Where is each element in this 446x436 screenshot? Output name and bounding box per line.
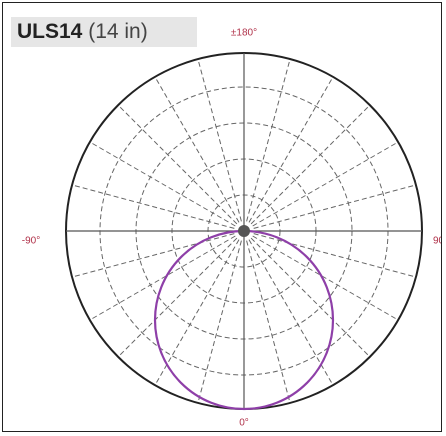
model: ULS14 [17, 20, 83, 43]
grid-spoke [250, 237, 371, 358]
grid-spoke [89, 141, 236, 227]
grid-spoke [154, 239, 240, 386]
grid-spoke [117, 237, 238, 358]
grid-spoke [197, 240, 242, 404]
polar-grid [71, 58, 417, 404]
angle-label-bottom: 0° [239, 418, 249, 429]
grid-spoke [253, 184, 417, 229]
center [238, 225, 250, 237]
angle-label-left: -90° [22, 236, 40, 247]
grid-spoke [71, 233, 235, 278]
model-tag: ULS14 (14 in) [11, 17, 197, 47]
grid-spoke [246, 58, 291, 222]
grid-spoke [71, 184, 235, 229]
grid-spoke [250, 104, 371, 225]
grid-spoke [246, 240, 291, 404]
grid-spoke [252, 141, 399, 227]
grid-spoke [252, 235, 399, 321]
grid-spoke [248, 76, 334, 223]
grid-spoke [197, 58, 242, 222]
grid-spoke [154, 76, 240, 223]
size: (14 in) [88, 20, 148, 43]
grid-spoke [248, 239, 334, 386]
angle-label-top: ±180° [231, 28, 257, 39]
frame: ±180° -90° 90° 0° ULS14 (14 in) [2, 2, 442, 432]
angle-label-right: 90° [433, 236, 442, 247]
grid-spoke [89, 235, 236, 321]
grid-spoke [253, 233, 417, 278]
grid-spoke [117, 104, 238, 225]
polar-diagram: ±180° -90° 90° 0° [22, 28, 442, 429]
